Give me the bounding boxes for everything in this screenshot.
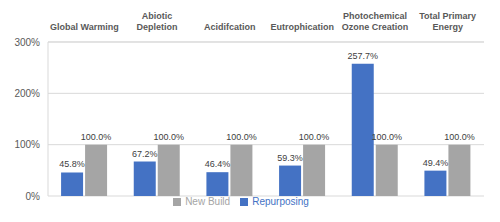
svg-text:100.0%: 100.0% xyxy=(444,132,475,142)
svg-text:200%: 200% xyxy=(14,88,40,99)
svg-text:100.0%: 100.0% xyxy=(371,132,402,142)
svg-text:Eutrophication: Eutrophication xyxy=(271,22,335,32)
svg-text:0%: 0% xyxy=(26,191,41,202)
svg-text:100.0%: 100.0% xyxy=(153,132,184,142)
svg-text:Acidifcation: Acidifcation xyxy=(204,22,256,32)
svg-text:Total Primary: Total Primary xyxy=(419,11,476,21)
svg-text:Energy: Energy xyxy=(432,22,463,32)
svg-text:67.2%: 67.2% xyxy=(132,149,158,159)
svg-text:59.3%: 59.3% xyxy=(277,153,303,163)
svg-text:257.7%: 257.7% xyxy=(347,51,378,61)
svg-text:49.4%: 49.4% xyxy=(423,158,449,168)
svg-text:100.0%: 100.0% xyxy=(81,132,112,142)
svg-text:100%: 100% xyxy=(14,139,40,150)
svg-text:100.0%: 100.0% xyxy=(226,132,257,142)
svg-text:Depletion: Depletion xyxy=(136,22,177,32)
svg-text:Abiotic: Abiotic xyxy=(142,11,173,21)
svg-text:Ozone Creation: Ozone Creation xyxy=(342,22,409,32)
html-text:New Build: New Build xyxy=(185,196,231,207)
svg-text:Global Warming: Global Warming xyxy=(50,22,119,32)
svg-text:100.0%: 100.0% xyxy=(299,132,330,142)
html-text:Repurposing: Repurposing xyxy=(252,196,309,207)
svg-text:46.4%: 46.4% xyxy=(205,159,231,169)
svg-text:45.8%: 45.8% xyxy=(59,159,85,169)
svg-text:300%: 300% xyxy=(14,37,40,48)
svg-text:Photochemical: Photochemical xyxy=(343,11,407,21)
